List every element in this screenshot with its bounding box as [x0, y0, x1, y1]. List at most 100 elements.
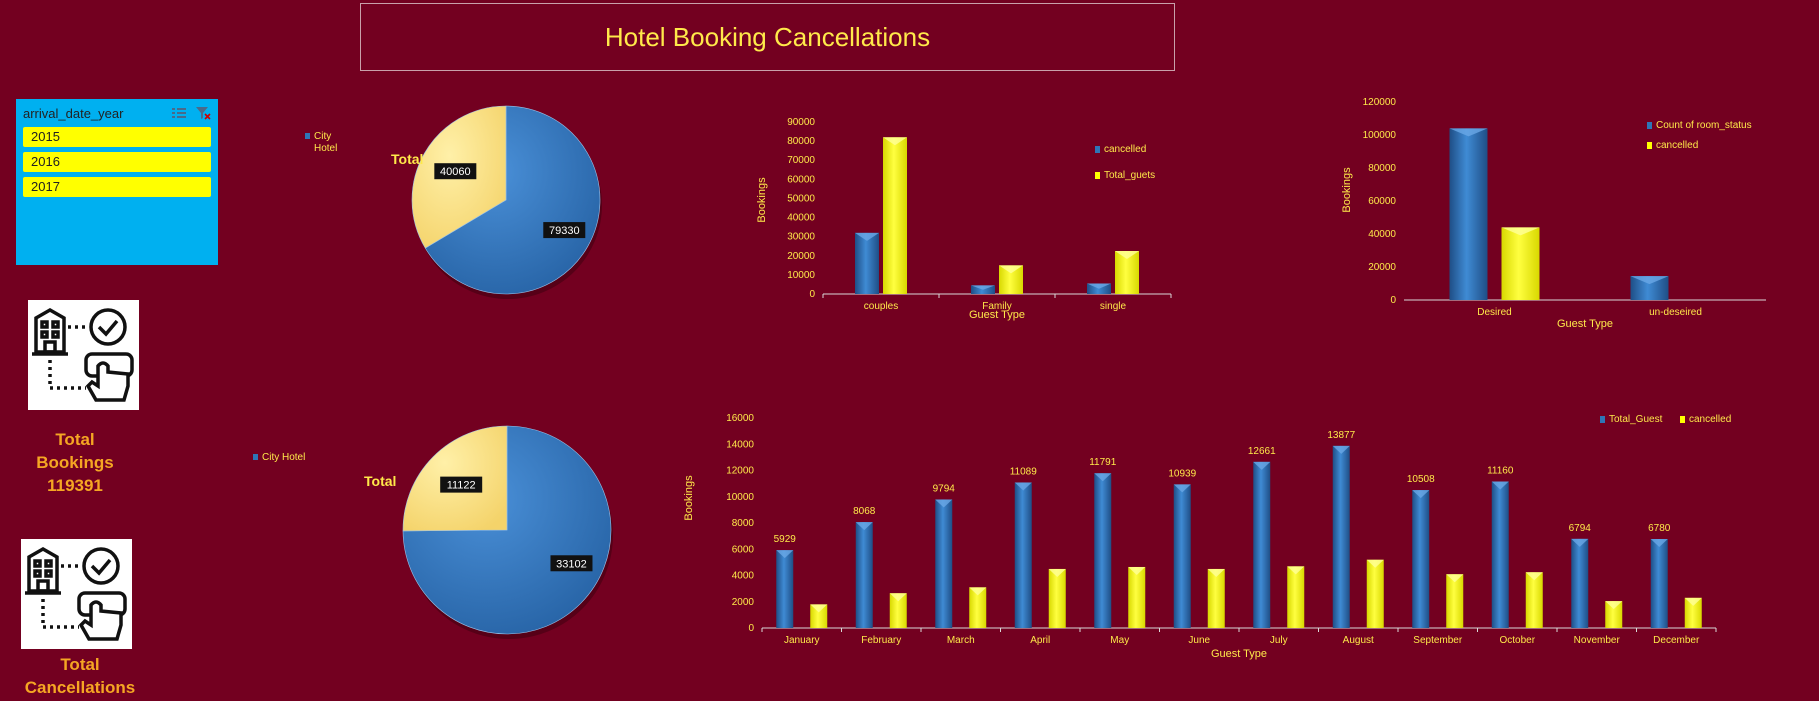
bar: [935, 499, 953, 628]
bar: [889, 593, 907, 628]
hotel-booking-icon: [32, 307, 134, 402]
x-tick-label: July: [1270, 635, 1288, 646]
slicer-item-2017[interactable]: 2017: [23, 177, 211, 197]
kpi-bookings-label-2: Bookings: [36, 453, 114, 472]
x-tick-label: couples: [864, 301, 898, 312]
x-axis-title: Guest Type: [969, 309, 1025, 321]
pie-data-label: 33102: [556, 558, 587, 570]
legend-label: cancelled: [1104, 144, 1146, 155]
kpi-cancellations-label-1: Total: [60, 655, 100, 674]
pie-slice: [402, 425, 612, 635]
pie-data-label: 40060: [440, 166, 471, 178]
bar: [1684, 597, 1702, 628]
legend-label: Total_Guest: [1609, 414, 1663, 425]
pie-legend-swatch: [253, 454, 258, 460]
bar: [1571, 538, 1589, 628]
y-axis-title: Bookings: [1341, 167, 1353, 213]
y-tick-label: 0: [1390, 295, 1396, 306]
bar-bevel: [1446, 574, 1464, 583]
pie-data-label-bg: [434, 163, 477, 180]
pie-legend-label: City: [314, 131, 331, 142]
y-tick-label: 6000: [732, 544, 755, 555]
slicer-title: arrival_date_year: [23, 105, 124, 121]
y-tick-label: 4000: [732, 571, 755, 582]
bar-data-label: 10939: [1168, 468, 1196, 479]
x-tick-label: October: [1499, 635, 1535, 646]
y-axis-title: Bookings: [756, 177, 768, 223]
y-tick-label: 20000: [1368, 262, 1396, 273]
y-tick-label: 10000: [787, 270, 815, 281]
legend-swatch: [1600, 416, 1605, 423]
hotel-cancel-icon-card: [21, 539, 132, 649]
clear-filter-icon[interactable]: [195, 106, 211, 120]
bar-bevel: [1605, 601, 1623, 610]
legend-swatch: [1680, 416, 1685, 423]
kpi-bookings-label-1: Total: [55, 430, 95, 449]
x-tick-label: un-deseired: [1649, 307, 1702, 318]
x-tick-label: August: [1343, 635, 1374, 646]
bar-bevel: [1650, 539, 1668, 548]
bar: [776, 550, 794, 628]
total-cancellations-kpi: Total Cancellations: [10, 653, 150, 699]
bar-data-label: 12661: [1248, 446, 1276, 457]
bar-bevel: [1014, 482, 1032, 491]
multi-select-icon[interactable]: [171, 106, 187, 120]
x-tick-label: February: [861, 635, 901, 646]
bar-bevel: [776, 550, 794, 559]
slicer-item-2015[interactable]: 2015: [23, 127, 211, 147]
bar-bevel: [889, 593, 907, 602]
bar: [1525, 572, 1543, 628]
bar-data-label: 9794: [933, 483, 956, 494]
bar: [883, 137, 907, 294]
bar: [1173, 484, 1191, 628]
bar-data-label: 10508: [1407, 474, 1435, 485]
bar: [1446, 574, 1464, 628]
y-tick-label: 80000: [787, 136, 815, 147]
pie-legend-label: City Hotel: [262, 452, 305, 463]
bar-bevel: [1094, 473, 1112, 482]
bar-data-label: 8068: [853, 506, 876, 517]
pie-slice: [424, 105, 601, 295]
bar-bevel: [1087, 283, 1111, 289]
x-tick-label: May: [1110, 635, 1129, 646]
y-tick-label: 0: [809, 289, 815, 300]
bar: [1253, 461, 1271, 628]
legend-label: Count of room_status: [1656, 120, 1752, 131]
bar-bevel: [1449, 128, 1488, 137]
bar-bevel: [969, 587, 987, 596]
pie-data-label-bg: [543, 222, 586, 239]
hotel-cancel-icon: [25, 546, 127, 641]
y-tick-label: 2000: [732, 597, 755, 608]
pie-data-label: 79330: [549, 225, 580, 237]
bar: [1287, 566, 1305, 628]
bar: [855, 522, 873, 628]
bar: [1094, 473, 1112, 628]
bar-bevel: [1287, 566, 1305, 575]
bar: [1366, 559, 1384, 628]
bar: [1501, 227, 1540, 300]
bar: [1650, 539, 1668, 628]
year-slicer: arrival_date_year 2015 2016 2017: [16, 99, 218, 265]
pie-data-label-bg: [440, 476, 483, 493]
bar-bevel: [810, 604, 828, 613]
x-axis-title: Guest Type: [1557, 318, 1613, 330]
legend-label: cancelled: [1689, 414, 1731, 425]
y-tick-label: 16000: [726, 413, 754, 424]
dashboard-title: Hotel Booking Cancellations: [604, 21, 931, 52]
y-tick-label: 30000: [787, 232, 815, 243]
pie-series-label: Total: [391, 151, 423, 167]
bar-data-label: 11160: [1487, 466, 1514, 477]
y-tick-label: 60000: [787, 174, 815, 185]
bar-bevel: [1571, 538, 1589, 547]
bar: [1491, 481, 1509, 628]
bar-bevel: [1630, 276, 1669, 285]
pie-data-label: 11122: [447, 480, 476, 492]
y-tick-label: 100000: [1363, 130, 1397, 141]
x-tick-label: single: [1100, 301, 1127, 312]
y-axis-title: Bookings: [683, 475, 695, 521]
bar-bevel: [1525, 572, 1543, 581]
slicer-item-2016[interactable]: 2016: [23, 152, 211, 172]
bar: [1630, 276, 1669, 300]
bar: [1128, 566, 1146, 628]
